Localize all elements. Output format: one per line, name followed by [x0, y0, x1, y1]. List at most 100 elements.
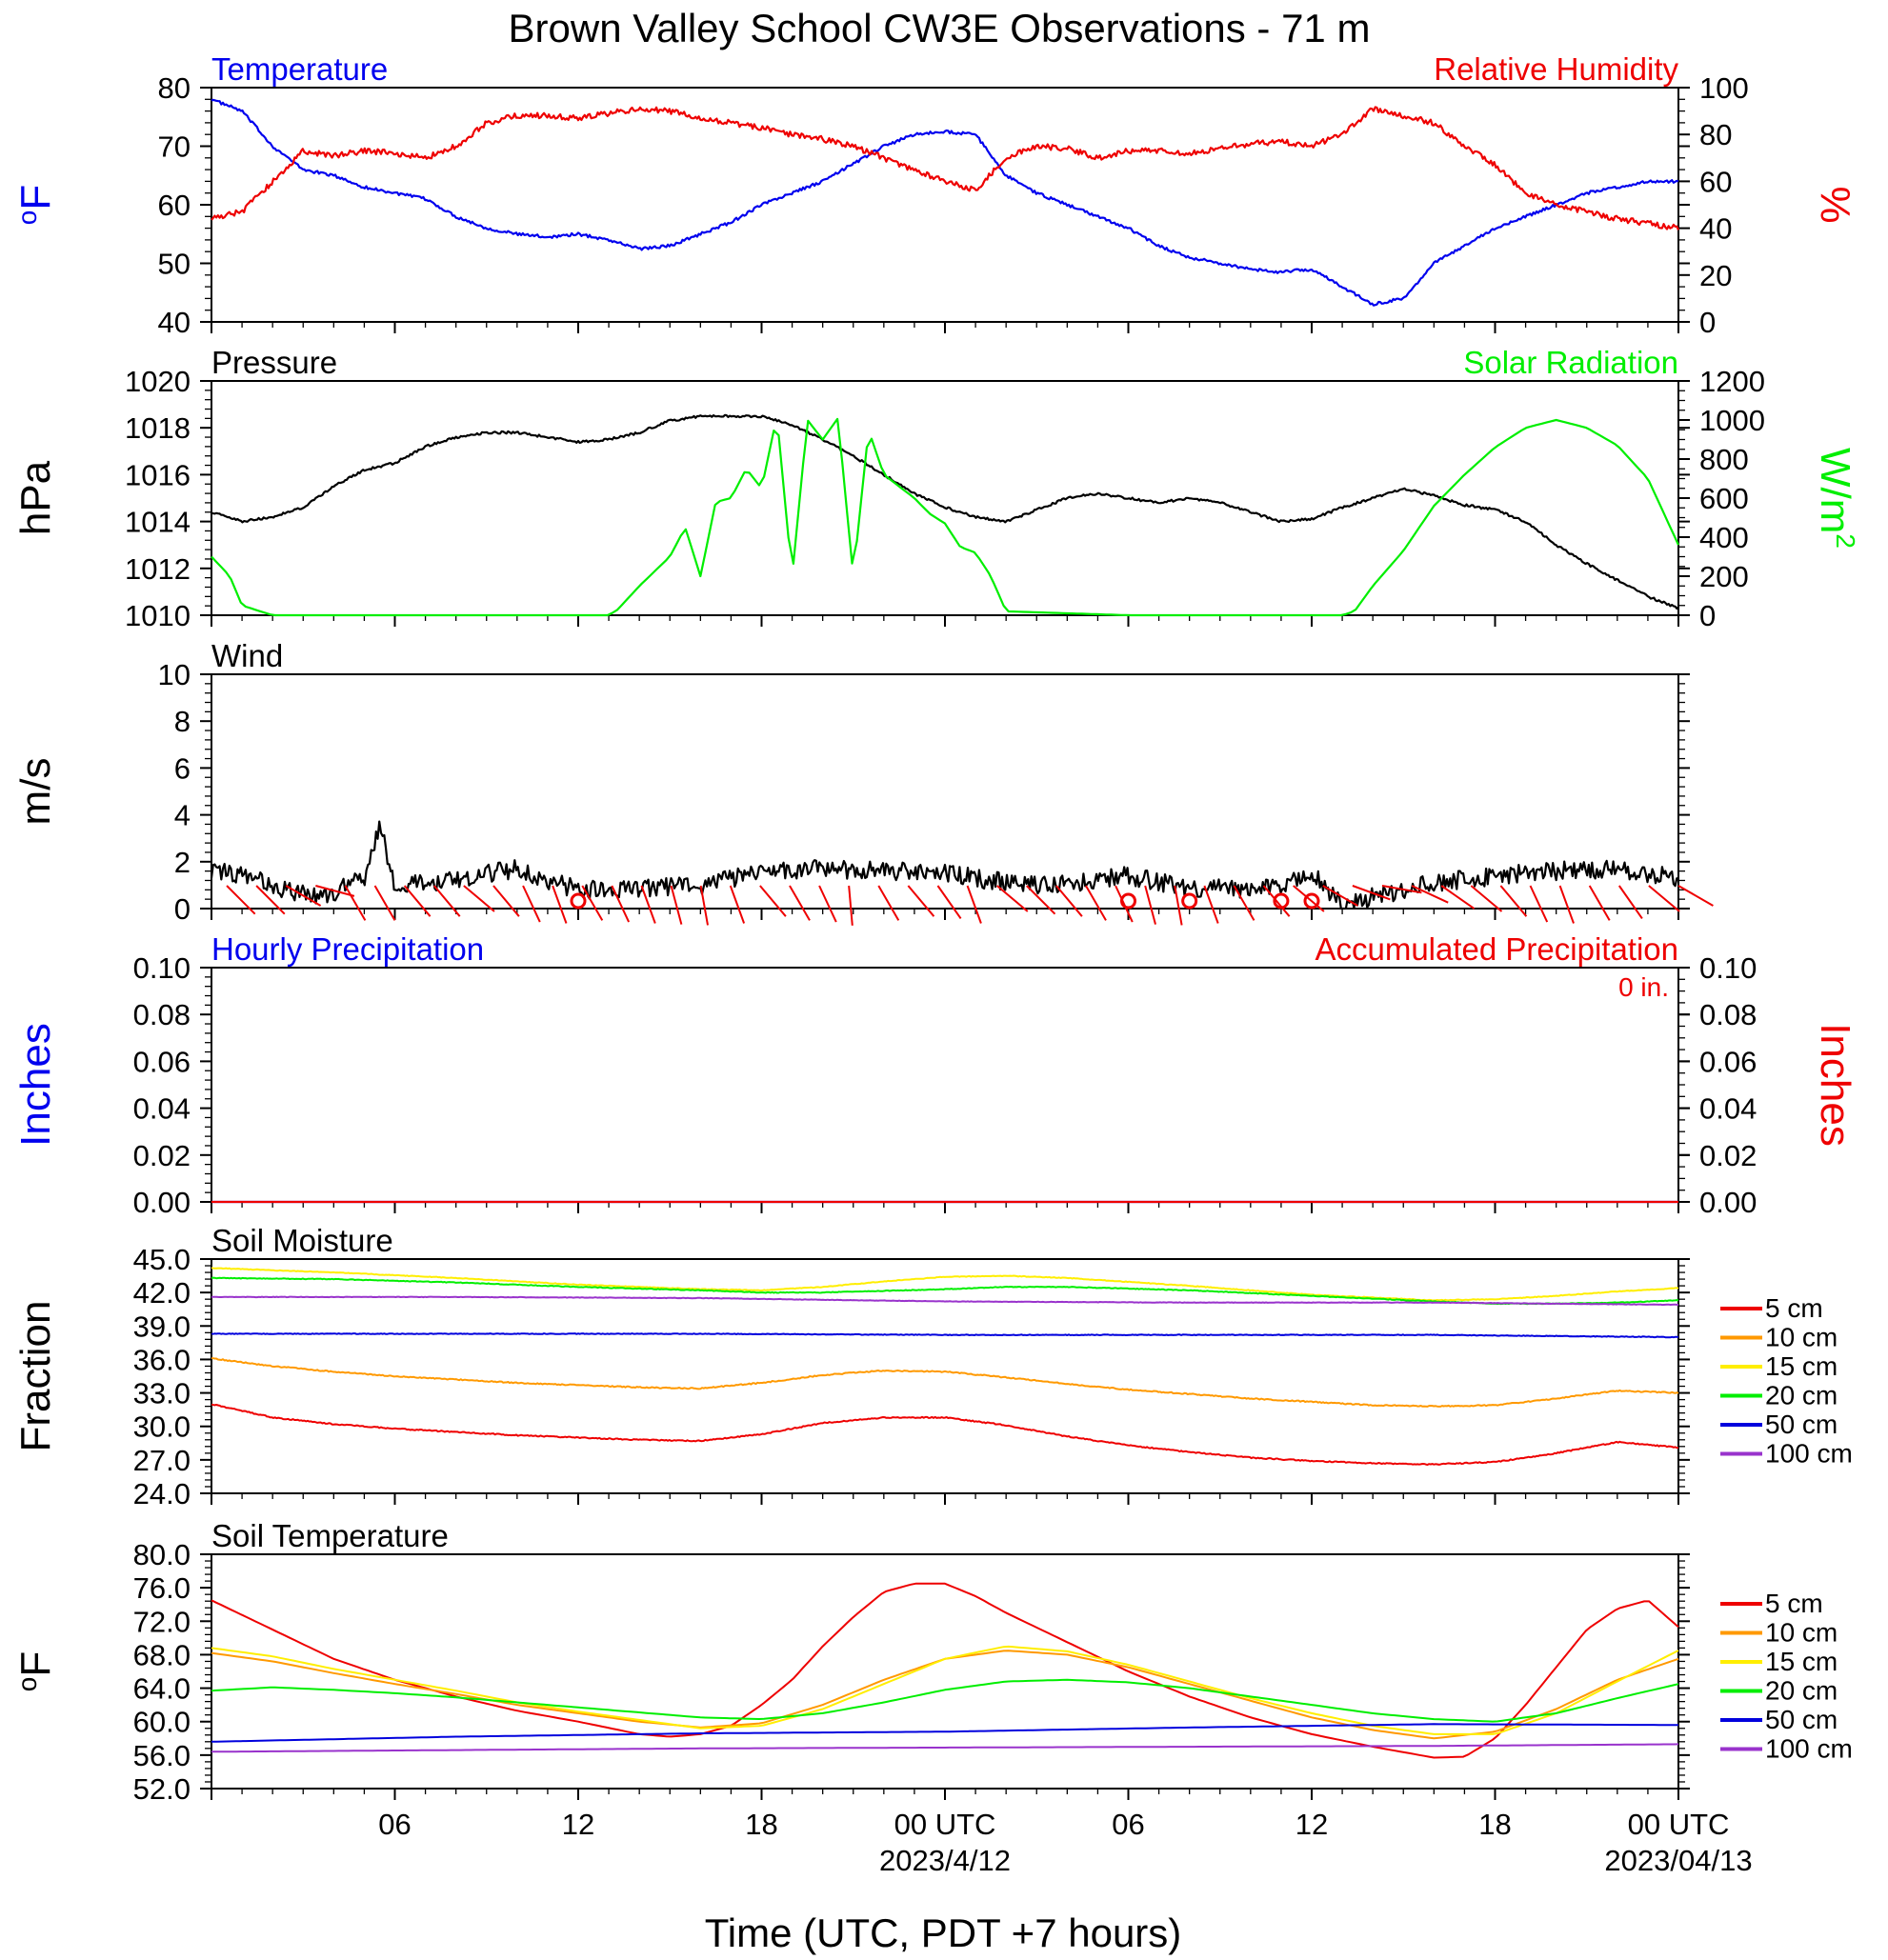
series-100-cm-line — [211, 1743, 1679, 1753]
legend-label: 10 cm — [1765, 1618, 1838, 1648]
y-right-tick-label: 0.08 — [1699, 998, 1757, 1031]
y-axis-label: oF — [12, 1651, 59, 1691]
wind-barb — [936, 885, 962, 919]
y-right-tick-label: 0 — [1699, 599, 1716, 632]
wind-barb — [463, 885, 495, 912]
wind-barb — [315, 885, 355, 897]
wind-barb — [729, 885, 746, 924]
y-tick-label: 56.0 — [133, 1739, 191, 1772]
y-tick-label: 64.0 — [133, 1672, 191, 1706]
y-tick-label: 70 — [158, 130, 191, 164]
wind-panel: 10 8 6 4 2 0 Wind m/s — [12, 638, 1714, 926]
panel-title-left: Wind — [211, 638, 283, 673]
x-date-label: 2023/04/13 — [1604, 1844, 1752, 1877]
calm-marker — [1181, 892, 1198, 910]
legend-label: 50 cm — [1765, 1410, 1838, 1439]
y-tick-label: 6 — [174, 751, 191, 785]
wind-barb — [759, 885, 787, 917]
wind-barb — [1470, 885, 1503, 912]
panel-title-left: Pressure — [211, 345, 337, 380]
temperature-line — [211, 98, 1679, 307]
x-tick-label: 06 — [378, 1808, 411, 1841]
y-tick-label: 1020 — [125, 365, 191, 398]
wind-barb — [1440, 885, 1476, 910]
wind-barb — [1203, 885, 1219, 924]
wind-barb — [226, 885, 256, 915]
y-tick-label: 1010 — [125, 599, 191, 632]
wind-barb — [996, 885, 1029, 912]
series-15-cm-line — [211, 1645, 1679, 1735]
series-20-cm-line — [211, 1276, 1679, 1306]
y-tick-label: 76.0 — [133, 1571, 191, 1605]
wind-barb — [848, 885, 854, 926]
wind-barb — [699, 885, 709, 926]
y-right-tick-label: 0 — [1699, 306, 1716, 339]
accumulated-total: 0 in. — [1618, 972, 1669, 1002]
panel-title-left: Hourly Precipitation — [211, 931, 484, 967]
panel-title-left: Soil Moisture — [211, 1223, 393, 1258]
y-axis-label-right: % — [1812, 186, 1858, 223]
legend-label: 100 cm — [1765, 1439, 1853, 1469]
panel-title-right: Accumulated Precipitation — [1315, 931, 1678, 967]
wind-barb — [640, 885, 656, 924]
wind-barb — [1262, 885, 1291, 917]
wind-barb — [552, 885, 568, 924]
wind-barb — [1529, 885, 1549, 923]
y-right-tick-label: 1200 — [1699, 365, 1765, 398]
y-tick-label: 39.0 — [133, 1310, 191, 1343]
legend-label: 10 cm — [1765, 1323, 1838, 1352]
y-right-tick-label: 80 — [1699, 118, 1732, 151]
wind-barb — [1115, 885, 1134, 923]
chart-title: Brown Valley School CW3E Observations - … — [509, 6, 1371, 50]
y-tick-label: 50 — [158, 248, 191, 281]
y-axis-label-right: Inches — [1812, 1023, 1858, 1147]
legend-label: 20 cm — [1765, 1676, 1838, 1706]
calm-marker — [1273, 892, 1290, 910]
soil-moisture-panel: 45.042.039.036.033.030.027.024.0 Soil Moi… — [12, 1223, 1853, 1510]
y-right-tick-label: 400 — [1699, 521, 1749, 554]
wind-barb — [581, 885, 604, 921]
wind-barb — [285, 885, 322, 907]
wind-barb — [1617, 885, 1643, 919]
y-axis-label: oF — [12, 185, 59, 225]
y-right-tick-label: 0.00 — [1699, 1186, 1757, 1219]
x-tick-label: 12 — [562, 1808, 594, 1841]
y-right-tick-label: 100 — [1699, 71, 1749, 105]
y-right-tick-label: 600 — [1699, 482, 1749, 515]
wind-barb — [789, 885, 811, 921]
y-tick-label: 8 — [174, 705, 191, 738]
precipitation-panel: 0.10 0.08 0.06 0.04 0.02 0.00 0.10 0.08 0.06 0.04… — [12, 931, 1858, 1219]
calm-marker — [1120, 892, 1136, 910]
y-axis-label: m/s — [12, 758, 59, 826]
series-20-cm-line — [211, 1678, 1679, 1723]
wind-barb — [344, 885, 367, 921]
y-right-tick-label: 20 — [1699, 259, 1732, 292]
wind-barb — [670, 885, 683, 925]
x-tick-label: 00 UTC — [894, 1808, 996, 1841]
series-50-cm-line — [211, 1332, 1679, 1339]
y-tick-label: 27.0 — [133, 1444, 191, 1477]
x-axis-label: Time (UTC, PDT +7 hours) — [705, 1910, 1182, 1955]
y-tick-label: 33.0 — [133, 1377, 191, 1410]
y-right-tick-label: 40 — [1699, 212, 1732, 246]
x-tick-label: 00 UTC — [1628, 1808, 1730, 1841]
legend-label: 5 cm — [1765, 1293, 1823, 1323]
calm-marker — [1303, 892, 1320, 910]
wind-line — [210, 820, 1679, 910]
y-tick-label: 0.04 — [133, 1092, 191, 1126]
y-tick-label: 24.0 — [133, 1477, 191, 1510]
plot-frame — [211, 380, 1679, 616]
wind-barb — [255, 885, 286, 915]
wind-barb — [522, 885, 541, 923]
series-10-cm-line — [211, 1650, 1679, 1740]
y-right-tick-label: 200 — [1699, 560, 1749, 593]
y-tick-label: 52.0 — [133, 1772, 191, 1806]
wind-barb — [611, 885, 631, 923]
y-tick-label: 10 — [158, 658, 191, 691]
series-5-cm-line — [211, 1403, 1679, 1466]
panel-title-left: Soil Temperature — [211, 1518, 449, 1553]
plot-frame — [211, 1553, 1679, 1790]
